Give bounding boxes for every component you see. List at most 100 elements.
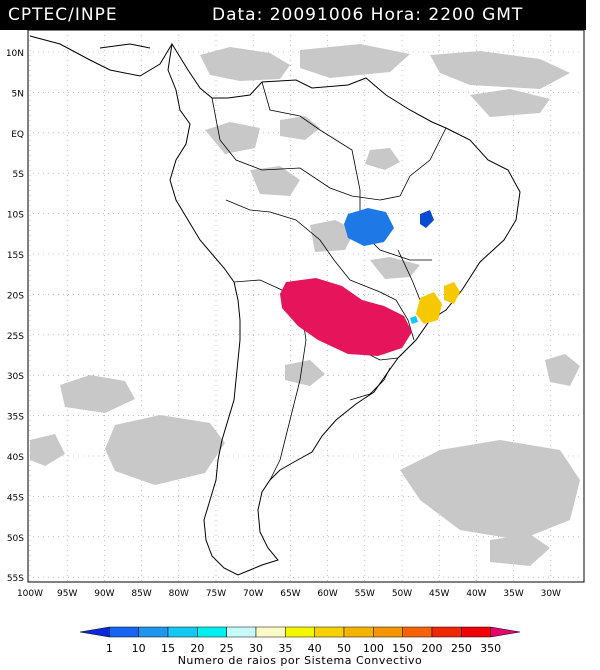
continent-outline (29, 35, 521, 576)
cloud-patch (105, 415, 225, 485)
colorbar-label-7: 40 (308, 642, 322, 655)
yellow-system (444, 282, 460, 304)
colorbar-label-5: 30 (249, 642, 263, 655)
colorbar-swatch-13 (461, 626, 491, 638)
colorbar-title: Numero de raios por Sistema Convectivo (177, 654, 423, 667)
hora-label: Hora: (370, 5, 422, 25)
colorbar-label-11: 200 (422, 642, 443, 655)
colorbar-swatch-8 (314, 626, 345, 638)
dark-blue-system (420, 210, 434, 228)
cloud-patch (370, 257, 420, 279)
colorbar: 1 10 15 20 25 30 35 40 50 100 150 200 250 350 (79, 626, 521, 655)
colorbar-swatch-5 (226, 626, 257, 638)
cloud-patch (310, 220, 355, 252)
lat-label-2: EQ (11, 130, 24, 140)
lat-label-0: 10N (6, 49, 24, 59)
cloud-patch (545, 354, 580, 386)
lon-label-9: 55W (355, 589, 375, 599)
lon-label-0: 100W (17, 589, 43, 599)
latitude-labels: 10N 5N EQ 5S 10S 15S 20S 25S 30S 35S 40S 45S 50S 55S (6, 49, 24, 584)
cloud-patch (490, 534, 550, 566)
colorbar-label-10: 150 (392, 642, 413, 655)
colorbar-swatch-6 (255, 626, 286, 638)
header-source: CPTEC/INPE (8, 5, 118, 25)
colorbar-label-3: 20 (190, 642, 204, 655)
lat-label-10: 40S (7, 453, 24, 463)
lon-label-6: 70W (243, 589, 263, 599)
colorbar-swatch-3 (167, 626, 198, 638)
colorbar-swatch-11 (402, 626, 433, 638)
time-value: 2200 GMT (428, 5, 524, 25)
lon-label-12: 40W (466, 589, 486, 599)
magenta-system (280, 278, 412, 356)
lon-label-4: 80W (169, 589, 189, 599)
country-borders (211, 81, 447, 481)
colorbar-label-13: 350 (480, 642, 501, 655)
lon-label-8: 60W (317, 589, 337, 599)
lat-label-12: 50S (7, 534, 24, 544)
lon-label-13: 35W (503, 589, 523, 599)
lat-label-11: 45S (7, 493, 24, 503)
data-label: Data: (212, 5, 264, 25)
longitude-labels: 100W 95W 90W 85W 80W 75W 70W 65W 60W 55W 50W 45W 40W… (17, 589, 561, 599)
lon-label-10: 50W (392, 589, 412, 599)
colorbar-swatch-12 (431, 626, 462, 638)
cloud-patch (400, 440, 580, 540)
lightning-map: 10N5NEQ5S10S15S20S25S30S35S40S45S50S55S … (6, 30, 585, 599)
south-america-coast (167, 42, 521, 576)
cloud-cover (30, 44, 580, 566)
colorbar-labels: 1 10 15 20 25 30 35 40 50 100 150 200 250 350 (106, 642, 501, 655)
colorbar-label-6: 35 (278, 642, 292, 655)
caribbean-island (99, 43, 151, 49)
colorbar-swatch-1 (109, 626, 139, 638)
colorbar-label-8: 50 (337, 642, 351, 655)
lat-label-8: 30S (7, 372, 24, 382)
colorbar-swatch-7 (285, 626, 315, 638)
cloud-patch (470, 89, 550, 117)
colorbar-swatches (79, 626, 521, 638)
lat-label-13: 55S (7, 574, 24, 584)
header-datetime: Data: 20091006 Hora: 2200 GMT (212, 5, 523, 25)
convective-systems (280, 208, 460, 356)
cloud-patch (365, 148, 400, 170)
lon-label-3: 85W (131, 589, 151, 599)
cloud-patch (205, 122, 260, 154)
lat-label-7: 25S (7, 332, 24, 342)
cloud-patch (285, 360, 325, 386)
colorbar-label-9: 100 (363, 642, 384, 655)
map-header: CPTEC/INPE Data: 20091006 Hora: 2200 GMT (0, 0, 586, 30)
lon-label-11: 45W (429, 589, 449, 599)
colorbar-label-4: 25 (220, 642, 234, 655)
lon-label-5: 75W (206, 589, 226, 599)
blue-system (344, 208, 394, 246)
lon-label-7: 65W (280, 589, 300, 599)
colorbar-label-2: 15 (161, 642, 175, 655)
lat-label-9: 35S (7, 413, 24, 423)
cloud-patch (300, 44, 410, 78)
blue-dot (410, 316, 418, 324)
central-america-coast (29, 35, 173, 77)
colorbar-swatch-14 (490, 626, 521, 638)
cloud-patch (430, 51, 570, 89)
cloud-patch (250, 166, 300, 196)
lat-label-1: 5N (12, 89, 24, 99)
colorbar-label-0: 1 (106, 642, 113, 655)
lon-label-14: 30W (541, 589, 561, 599)
cloud-patch (60, 375, 135, 413)
colorbar-swatch-4 (197, 626, 227, 638)
cloud-patch (280, 116, 320, 140)
colorbar-swatch-2 (138, 626, 169, 638)
lat-label-6: 20S (7, 291, 24, 301)
date-value: 20091006 (269, 5, 365, 25)
yellow-system (416, 292, 442, 324)
cloud-patch (200, 47, 290, 81)
lat-label-5: 15S (7, 251, 24, 261)
colorbar-swatch-9 (343, 626, 374, 638)
cloud-patch (30, 434, 65, 466)
colorbar-label-12: 250 (451, 642, 472, 655)
lon-label-1: 95W (57, 589, 77, 599)
lat-label-3: 5S (13, 170, 25, 180)
lon-label-2: 90W (94, 589, 114, 599)
colorbar-swatch-0 (79, 626, 110, 638)
lat-label-4: 10S (7, 211, 24, 221)
